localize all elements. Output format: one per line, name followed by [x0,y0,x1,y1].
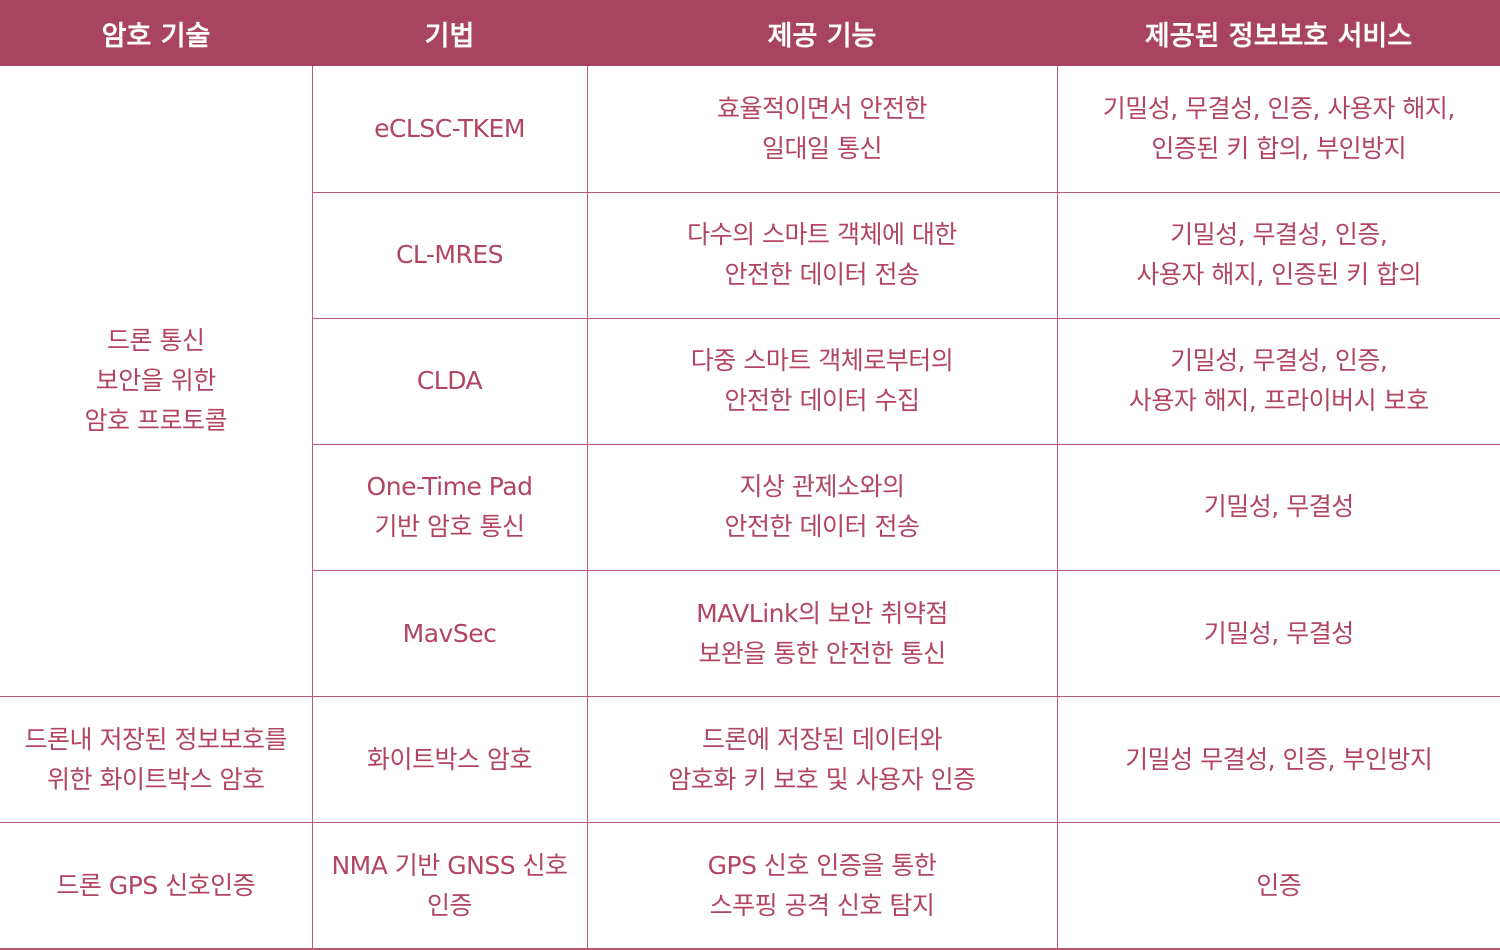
services-cell: 기밀성, 무결성 [1056,570,1500,698]
method-cell: One-Time Pad 기반 암호 통신 [312,443,588,572]
function-cell: 드론에 저장된 데이터와 암호화 키 보호 및 사용자 인증 [586,696,1058,824]
method-cell: 화이트박스 암호 [311,696,588,824]
table-row: 드론 GPS 신호인증 NMA 기반 GNSS 신호 인증 GPS 신호 인증을… [0,822,1500,950]
table-body: 드론 통신 보안을 위한 암호 프로토콜 eCLSC-TKEM 효율적이면서 안… [0,66,1500,950]
table-row: CL-MRES 다수의 스마트 객체에 대한 안전한 데이터 전송 기밀성, 무… [0,191,1500,319]
table-row: MavSec MAVLink의 보안 취약점 보완을 통한 안전한 통신 기밀성… [0,570,1500,698]
table-row: One-Time Pad 기반 암호 통신 지상 관제소와의 안전한 데이터 전… [0,443,1500,572]
header-services: 제공된 정보보호 서비스 [1057,0,1500,66]
table-row: 드론내 저장된 정보보호를 위한 화이트박스 암호 화이트박스 암호 드론에 저… [0,696,1500,824]
services-cell: 기밀성 무결성, 인증, 부인방지 [1056,696,1500,824]
services-cell: 기밀성, 무결성 [1056,443,1500,572]
method-cell: CLDA [312,317,588,445]
function-cell: 효율적이면서 안전한 일대일 통신 [586,66,1058,193]
header-method: 기법 [312,0,587,66]
technology-cell: 드론 통신 보안을 위한 암호 프로토콜 [0,66,313,698]
services-cell: 기밀성, 무결성, 인증, 사용자 해지, 프라이버시 보호 [1056,317,1500,445]
function-cell: 다중 스마트 객체로부터의 안전한 데이터 수집 [586,317,1058,445]
method-cell: MavSec [312,570,588,698]
table-row: CLDA 다중 스마트 객체로부터의 안전한 데이터 수집 기밀성, 무결성, … [0,317,1500,445]
function-cell: 지상 관제소와의 안전한 데이터 전송 [586,443,1058,572]
technology-cell: 드론내 저장된 정보보호를 위한 화이트박스 암호 [0,696,313,824]
header-row: 암호 기술 기법 제공 기능 제공된 정보보호 서비스 [0,0,1500,66]
services-cell: 인증 [1056,822,1500,950]
header-function: 제공 기능 [587,0,1057,66]
services-cell: 기밀성, 무결성, 인증, 사용자 해지, 인증된 키 합의 [1056,191,1500,319]
method-cell: CL-MRES [312,191,588,319]
technology-cell: 드론 GPS 신호인증 [0,822,313,950]
function-cell: MAVLink의 보안 취약점 보완을 통한 안전한 통신 [586,570,1058,698]
services-cell: 기밀성, 무결성, 인증, 사용자 해지, 인증된 키 합의, 부인방지 [1056,66,1500,193]
function-cell: 다수의 스마트 객체에 대한 안전한 데이터 전송 [586,191,1058,319]
table-header: 암호 기술 기법 제공 기능 제공된 정보보호 서비스 [0,0,1500,66]
header-technology: 암호 기술 [0,0,312,66]
table-row: 드론 통신 보안을 위한 암호 프로토콜 eCLSC-TKEM 효율적이면서 안… [0,66,1500,698]
function-cell: GPS 신호 인증을 통한 스푸핑 공격 신호 탐지 [586,822,1058,950]
method-cell: NMA 기반 GNSS 신호 인증 [311,822,588,950]
method-cell: eCLSC-TKEM [311,66,588,193]
